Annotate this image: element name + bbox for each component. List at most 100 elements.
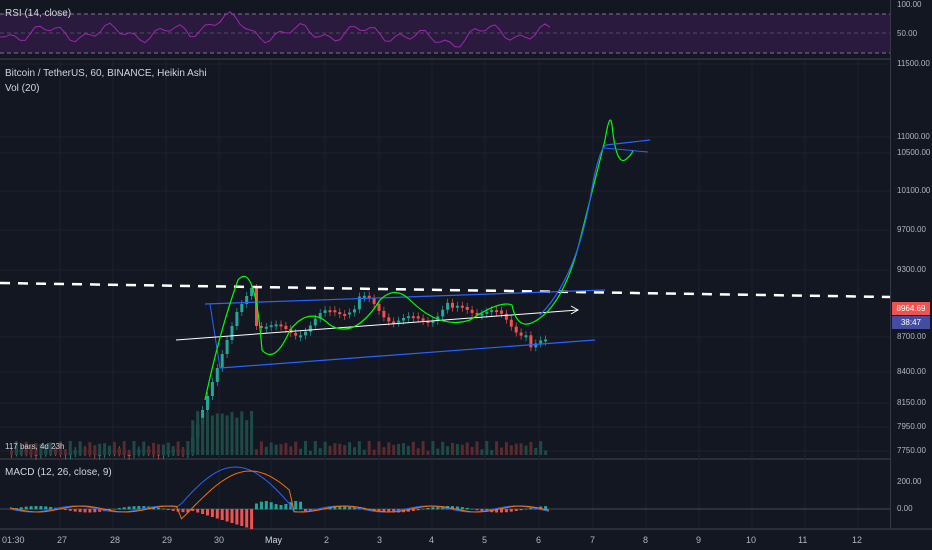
macd-histogram-bar	[455, 506, 459, 510]
volume-bar	[122, 441, 126, 455]
volume-bar	[431, 441, 435, 455]
candle-body	[392, 321, 396, 324]
macd-histogram-bar	[529, 507, 533, 510]
time-tick: 3	[377, 535, 383, 545]
macd-histogram-bar	[451, 506, 454, 510]
macd-histogram-bar	[161, 508, 165, 510]
time-tick: 8	[643, 535, 649, 545]
candle-body	[220, 354, 224, 368]
volume-bar	[318, 448, 322, 455]
macd-histogram-bar	[514, 509, 518, 511]
rsi-indicator-label[interactable]: RSI (14, close)	[5, 8, 72, 19]
projection-blue-box	[603, 147, 649, 153]
macd-histogram-bar	[181, 509, 185, 513]
macd-histogram-bar	[245, 509, 249, 528]
volume-bar	[328, 445, 332, 455]
volume-bar	[240, 411, 244, 455]
trend-arrow	[175, 309, 579, 341]
signal-line	[9, 470, 550, 520]
volume-bar	[225, 415, 229, 455]
macd-histogram-bar	[480, 509, 484, 512]
volume-bar	[372, 449, 376, 455]
rsi-tick: 100.00	[897, 0, 922, 9]
macd-histogram-bar	[495, 509, 499, 513]
volume-bar	[534, 447, 538, 455]
volume-indicator-label[interactable]: Vol (20)	[5, 83, 40, 94]
candle-body	[416, 316, 420, 319]
volume-bar	[514, 443, 518, 455]
volume-bar	[186, 441, 190, 455]
macd-histogram-bar	[215, 509, 219, 519]
macd-histogram-bar	[93, 509, 97, 513]
volume-bar	[68, 441, 72, 455]
pane-separator[interactable]	[0, 58, 932, 60]
volume-bar	[176, 441, 180, 455]
candle-body	[529, 335, 533, 348]
volume-bar	[323, 441, 327, 455]
macd-histogram-bar	[250, 509, 254, 529]
candle-body	[299, 335, 303, 338]
time-tick: 30	[214, 535, 225, 545]
time-tick: 11	[798, 535, 808, 545]
volume-bar	[348, 442, 352, 455]
macd-histogram-bar	[206, 509, 209, 516]
candle-body	[264, 326, 268, 329]
symbol-label[interactable]: Bitcoin / TetherUS, 60, BINANCE, Heikin …	[5, 68, 207, 79]
candle-body	[504, 313, 508, 320]
macd-histogram-bar	[264, 501, 268, 510]
macd-histogram-bar	[112, 508, 116, 510]
volume-bar	[171, 446, 175, 455]
macd-histogram-bar	[127, 506, 131, 510]
macd-histogram-bar	[68, 509, 72, 511]
time-tick: 9	[696, 535, 702, 545]
rsi-band	[0, 14, 890, 53]
volume-bar	[411, 441, 415, 455]
volume-bar	[230, 412, 234, 455]
candle-body	[323, 310, 327, 314]
macd-histogram-bar	[230, 509, 234, 523]
rsi-line	[0, 11, 551, 48]
macd-histogram-bar	[186, 509, 190, 513]
volume-bar	[157, 444, 160, 455]
macd-line	[9, 466, 550, 513]
candle-body	[441, 309, 445, 317]
macd-histogram-bar	[191, 509, 195, 511]
price-axis[interactable]	[890, 0, 932, 528]
candle-body	[509, 319, 513, 327]
candle-body	[485, 311, 489, 314]
candle-body	[426, 320, 430, 323]
volume-bar	[59, 441, 62, 455]
candle-body	[480, 313, 484, 316]
macd-histogram-bar	[500, 509, 503, 513]
pane-separator[interactable]	[0, 458, 932, 460]
volume-bar	[235, 417, 239, 455]
volume-bar	[117, 448, 121, 455]
pane-separator[interactable]	[0, 528, 932, 530]
candle-body	[230, 326, 234, 340]
channel-lower	[219, 339, 596, 369]
price-tick: 9700.00	[897, 225, 926, 234]
volume-bar	[132, 441, 136, 455]
candle-body	[245, 296, 249, 304]
macd-histogram-bar	[132, 506, 136, 510]
price-tick: 11000.00	[897, 132, 930, 141]
volume-bar	[529, 441, 533, 455]
price-pane[interactable]	[0, 60, 890, 458]
volume-bar	[299, 448, 303, 455]
macd-histogram-bar	[137, 506, 141, 510]
macd-histogram-bar	[509, 509, 513, 512]
candle-body	[406, 316, 410, 319]
candle-body	[250, 288, 254, 296]
macd-histogram-bar	[544, 506, 548, 510]
macd-indicator-label[interactable]: MACD (12, 26, close, 9)	[5, 467, 112, 478]
volume-bar	[402, 443, 405, 455]
macd-histogram-bar	[210, 509, 214, 517]
volume-bar	[421, 441, 425, 455]
macd-histogram-bar	[29, 506, 33, 510]
time-tick: 10	[746, 535, 757, 545]
macd-pane[interactable]	[0, 460, 890, 528]
macd-histogram-bar	[78, 509, 82, 513]
volume-bar	[544, 450, 548, 455]
macd-histogram-bar	[299, 501, 303, 510]
